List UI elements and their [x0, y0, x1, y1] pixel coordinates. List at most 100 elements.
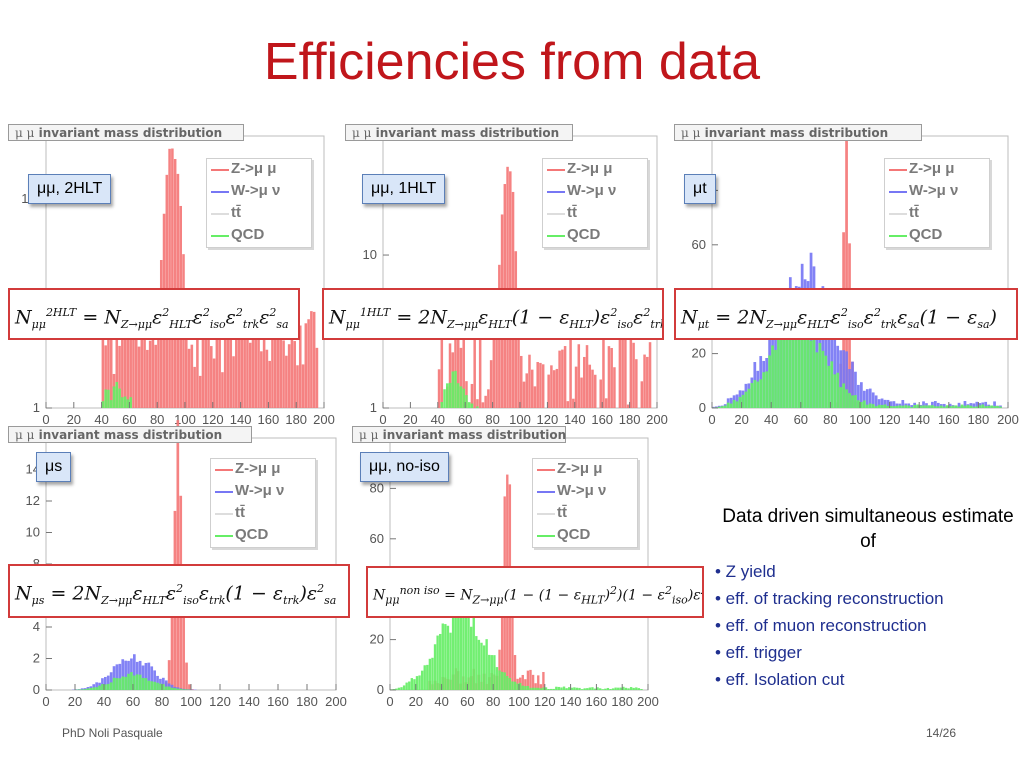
y-tick-label: 20	[370, 632, 384, 647]
x-tick-label: 200	[313, 412, 335, 427]
histogram-bar	[273, 309, 277, 408]
histogram-bar	[871, 392, 875, 408]
histogram-bar	[431, 657, 434, 690]
histogram-bar	[405, 682, 408, 690]
histogram-bar	[957, 402, 961, 408]
histogram-bar	[490, 655, 493, 690]
histogram-bar	[821, 286, 825, 408]
histogram-bar	[723, 405, 727, 408]
histogram-bar	[904, 405, 908, 408]
histogram-bar	[759, 379, 763, 408]
histogram-bar	[925, 405, 928, 408]
histogram-bar	[945, 405, 949, 408]
histogram-bar	[939, 405, 943, 408]
histogram-bar	[109, 400, 113, 408]
histogram-bar	[182, 603, 185, 690]
legend: Z->μ μ W->μ ν tt̄ QCD	[542, 158, 648, 248]
histogram-bar	[632, 687, 635, 690]
histogram-bar	[170, 684, 174, 690]
histogram-bar	[803, 332, 807, 408]
legend-swatch-z	[547, 169, 565, 171]
histogram-bar	[397, 687, 401, 690]
histogram-bar	[839, 350, 842, 408]
y-tick-label: 10	[363, 247, 377, 262]
histogram-bar	[475, 636, 478, 690]
histogram-bar	[836, 372, 840, 408]
histogram-bar	[127, 673, 130, 690]
histogram-bar	[115, 338, 119, 408]
legend-qcd: QCD	[533, 525, 637, 547]
histogram-bar	[981, 404, 985, 408]
histogram-bar	[492, 337, 496, 408]
histogram-bar	[254, 316, 258, 408]
histogram-bar	[513, 655, 517, 690]
x-tick-label: 0	[386, 694, 393, 709]
histogram-bar	[193, 366, 196, 408]
histogram-bar	[857, 384, 860, 408]
x-tick-label: 20	[67, 412, 81, 427]
legend: Z->μ μ W->μ ν tt̄ QCD	[884, 158, 990, 248]
x-tick-label: 80	[486, 694, 500, 709]
histogram-bar	[464, 608, 468, 690]
histogram-bar	[575, 687, 579, 690]
histogram-bar	[833, 327, 837, 408]
x-tick-label: 80	[823, 412, 837, 427]
histogram-bar	[121, 336, 124, 408]
histogram-bar	[797, 311, 801, 408]
histogram-bar	[541, 364, 545, 408]
histogram-bar	[530, 369, 534, 408]
histogram-bar	[470, 403, 474, 408]
histogram-bar	[827, 318, 831, 408]
x-tick-label: 60	[458, 412, 472, 427]
legend-w: W->μ ν	[543, 181, 647, 203]
histogram-bar	[839, 387, 842, 408]
histogram-bar	[171, 148, 174, 408]
histogram-bar	[293, 341, 296, 408]
histogram-bar	[498, 670, 501, 690]
histogram-bar	[86, 688, 90, 690]
histogram-panel-no-iso: 020406080100120140160180200020406080 μ μ…	[352, 426, 659, 709]
legend-z: Z->μ μ	[885, 159, 989, 181]
histogram-bar	[539, 684, 543, 690]
histogram-bar	[845, 389, 848, 408]
histogram-bar	[720, 406, 724, 408]
legend-label-qcd: QCD	[909, 226, 943, 243]
histogram-bar	[886, 405, 890, 408]
y-tick-label: 1	[33, 400, 40, 415]
legend-w: W->μ ν	[885, 181, 989, 203]
histogram-bar	[632, 342, 635, 408]
x-tick-label: 120	[534, 694, 556, 709]
legend-label-z: Z->μ μ	[567, 160, 613, 177]
histogram-bar	[517, 298, 520, 408]
histogram-bar	[889, 401, 893, 408]
histogram-bar	[762, 372, 766, 408]
histogram-bar	[895, 403, 899, 408]
histogram-bar	[287, 344, 291, 408]
histogram-bar	[646, 356, 649, 408]
histogram-bar	[919, 405, 922, 408]
histogram-bar	[162, 684, 165, 690]
histogram-bar	[210, 346, 213, 408]
histogram-bar	[537, 675, 540, 690]
histogram-bar	[503, 672, 506, 690]
histogram-bar	[806, 323, 810, 408]
y-tick-label: 4	[33, 619, 40, 634]
histogram-bar	[185, 305, 188, 408]
legend-label-w: W->μ ν	[557, 482, 607, 499]
histogram-bar	[112, 386, 116, 408]
legend-label-tt: tt̄	[231, 204, 241, 221]
legend-swatch-tt	[215, 513, 233, 515]
histogram-bar	[124, 676, 127, 690]
histogram-bar	[860, 401, 863, 408]
histogram-bar	[511, 597, 514, 690]
histogram-bar	[794, 317, 798, 408]
histogram-bar	[821, 350, 825, 408]
histogram-bar	[580, 377, 583, 408]
histogram-bar	[101, 401, 105, 408]
histogram-bar	[601, 689, 604, 690]
histogram-bar	[907, 405, 911, 408]
histogram-bar	[506, 676, 509, 690]
y-tick-label: 12	[26, 493, 40, 508]
histogram-bar	[892, 401, 896, 408]
histogram-bar	[408, 681, 411, 690]
